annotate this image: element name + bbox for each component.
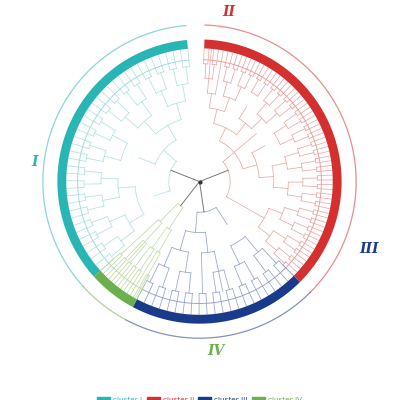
Text: IV: IV <box>207 344 224 358</box>
Text: II: II <box>222 5 235 19</box>
Text: I: I <box>32 155 38 169</box>
Polygon shape <box>94 271 137 307</box>
Polygon shape <box>133 276 300 324</box>
Polygon shape <box>57 40 188 277</box>
Legend: cluster I, cluster II, cluster III, cluster IV: cluster I, cluster II, cluster III, clus… <box>95 394 304 400</box>
Polygon shape <box>204 40 342 282</box>
Text: III: III <box>359 242 379 256</box>
